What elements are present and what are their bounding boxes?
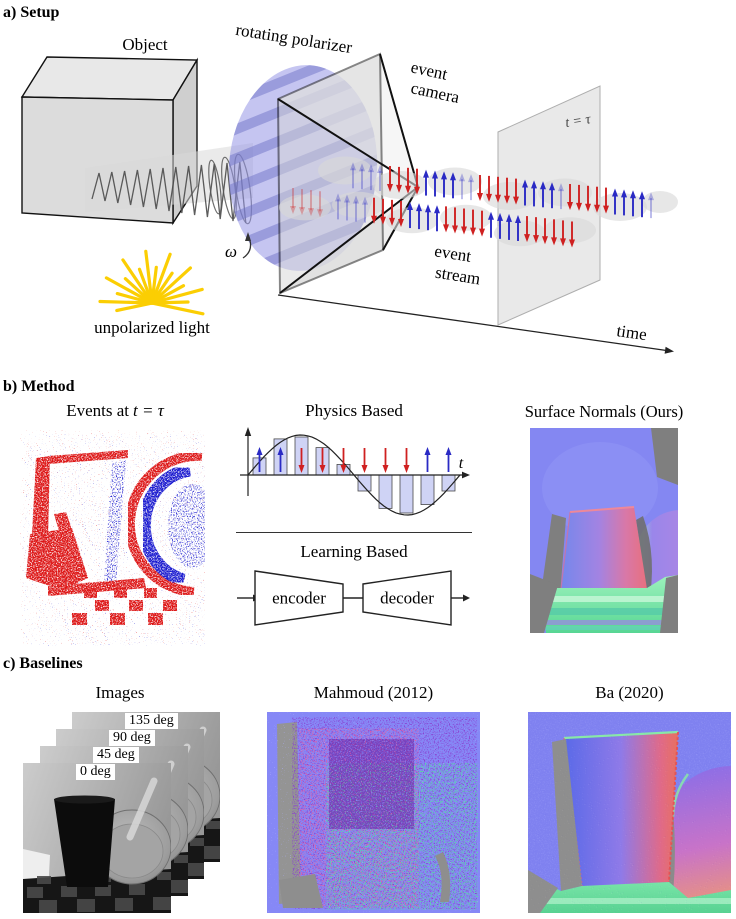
object-label: Object: [122, 35, 168, 54]
event-stream-arrows: [290, 162, 654, 248]
ba-title: Ba (2020): [595, 683, 664, 702]
angle-label-45: 45 deg: [93, 747, 139, 763]
chart-x-axis-label: t: [459, 455, 464, 472]
output-arrowhead: [463, 594, 470, 602]
time-axis: [277, 294, 671, 352]
physics-based-title: Physics Based: [305, 401, 403, 420]
angle-label-90: 90 deg: [109, 730, 155, 746]
plane-time-label: t = τ: [564, 112, 592, 131]
section-heading-method: b) Method: [3, 378, 75, 395]
decoder-block: [362, 570, 452, 626]
event-stream-label-line2: stream: [434, 263, 482, 289]
unpolarized-light-rays: [98, 249, 205, 316]
omega-arrowhead: [245, 232, 251, 241]
section-heading-setup: a) Setup: [3, 4, 60, 21]
omega-label: ω: [225, 242, 237, 261]
physics-based-chart: t: [240, 427, 470, 516]
encoder-block: [254, 570, 344, 626]
events-checkerboard: [72, 588, 177, 625]
photo-0deg: [23, 763, 171, 913]
unpolarized-light-label: unpolarized light: [94, 318, 210, 337]
rotating-polarizer-label: rotating polarizer: [234, 24, 353, 57]
ba-result-image: [528, 712, 731, 913]
encoder-decoder-diagram: encoder decoder: [237, 570, 470, 626]
events-image: [20, 430, 205, 646]
event-camera-label-line2: camera: [409, 78, 461, 107]
time-slice-plane: [497, 85, 601, 326]
setup-diagram: ω t = τ time unpolarized light Object ro…: [20, 24, 678, 354]
decoder-label: decoder: [380, 589, 434, 608]
method-divider: [236, 532, 472, 533]
mahmoud-title: Mahmoud (2012): [313, 683, 434, 702]
events-panel-title: Events at t = τ: [66, 401, 164, 420]
encoder-label: encoder: [272, 589, 326, 608]
time-axis-label: time: [615, 321, 648, 344]
time-axis-arrowhead: [664, 346, 674, 354]
angle-label-0: 0 deg: [76, 764, 115, 780]
section-heading-baselines: c) Baselines: [3, 655, 83, 672]
polarizer-images-stack: 135 deg 90 deg 45 deg 0 deg: [20, 705, 221, 914]
angle-label-135: 135 deg: [125, 713, 178, 729]
surface-normals-title: Surface Normals (Ours): [524, 402, 684, 421]
mahmoud-result-image: [267, 712, 480, 913]
learning-based-title: Learning Based: [300, 542, 408, 561]
images-title: Images: [95, 683, 145, 702]
surface-normals-image: [530, 428, 678, 633]
